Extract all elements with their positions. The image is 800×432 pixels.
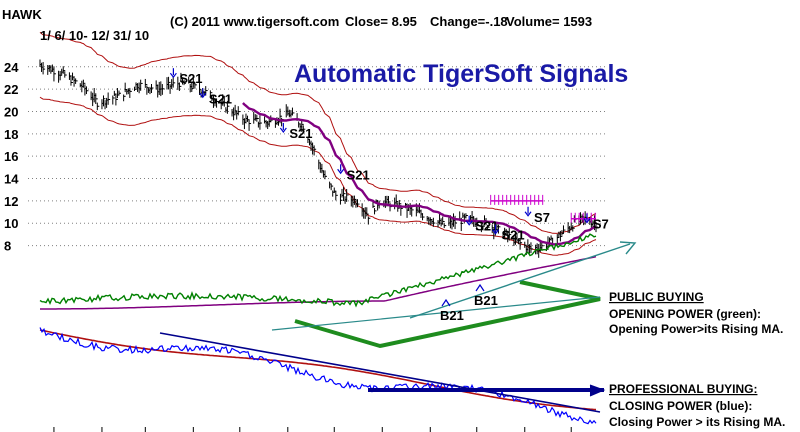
- closing-power-line: [39, 327, 597, 425]
- y-tick-label: 12: [4, 194, 18, 209]
- signal-arrowhead: [583, 218, 591, 224]
- professional-buying-line1: CLOSING POWER (blue):: [609, 399, 752, 413]
- public-buying-line1: OPENING POWER (green):: [609, 307, 761, 321]
- signal-arrowhead: [465, 220, 473, 226]
- buy-signal-arrow: [441, 298, 451, 307]
- signal-label: S21: [475, 219, 498, 234]
- public-buying-marker: [294, 280, 601, 349]
- buy-signal-label: B21: [474, 293, 498, 308]
- banner-title: Automatic TigerSoft Signals: [294, 60, 628, 88]
- y-tick-label: 10: [4, 216, 18, 231]
- y-tick-label: 20: [4, 104, 18, 119]
- professional-buying-arrowhead: [589, 384, 606, 397]
- signal-label: S21: [502, 228, 525, 243]
- closing-trendline: [159, 332, 601, 413]
- opening-power-ma: [40, 255, 597, 310]
- closing-power-ma: [39, 329, 597, 411]
- public-buying-line2: Opening Power>its Rising MA.: [609, 322, 783, 336]
- price-gridlines: [28, 66, 608, 247]
- y-tick-label: 24: [4, 60, 19, 75]
- moving-average-line: [242, 102, 597, 246]
- opening-power-line: [39, 233, 597, 308]
- signal-arrowhead: [199, 92, 207, 99]
- lower-band: [39, 96, 597, 256]
- price-trendline: [409, 243, 631, 319]
- signal-label: S7: [534, 210, 550, 225]
- signal-label: S21: [289, 126, 312, 141]
- public-buying-title: PUBLIC BUYING: [609, 290, 704, 304]
- power-indicators: [39, 233, 597, 425]
- buy-signal-label: B21: [440, 308, 464, 323]
- price-axis-ticks: 8 10 12 14 16 18 20 22 24: [4, 60, 19, 254]
- signal-label: S21: [347, 167, 370, 182]
- professional-buying-title: PROFESSIONAL BUYING:: [609, 382, 757, 396]
- signal-label: S21: [179, 71, 202, 86]
- price-bands: [39, 31, 597, 256]
- signal-arrowhead: [524, 211, 532, 217]
- signal-arrowhead: [337, 168, 345, 175]
- price-bars: [39, 59, 598, 258]
- date-ticks: [53, 427, 572, 432]
- signal-label: S21: [209, 91, 232, 106]
- sell-marks: [490, 194, 596, 223]
- signal-label: S7: [593, 216, 609, 231]
- moving-average: [242, 102, 597, 246]
- signals: S21 S21 S21 S21 S21 S21 S7 S7: [169, 68, 609, 243]
- price-trendline-arrowhead: [619, 241, 637, 255]
- change-label: Change=-.18: [430, 14, 508, 29]
- y-tick-label: 16: [4, 149, 18, 164]
- upper-band: [39, 31, 597, 234]
- ticker-label: HAWK: [2, 7, 42, 22]
- volume-label: Volume= 1593: [506, 14, 592, 29]
- opening-trendline: [271, 296, 601, 331]
- y-tick-label: 14: [4, 172, 19, 187]
- date-range-label: 1/ 6/ 10- 12/ 31/ 10: [40, 28, 149, 43]
- close-label: Close= 8.95: [345, 14, 417, 29]
- professional-buying-line2: Closing Power > its Rising MA.: [609, 415, 785, 429]
- annotation-lines: B21 B21: [159, 241, 637, 413]
- signal-arrowhead: [492, 229, 500, 235]
- copyright-label: (C) 2011 www.tigersoft.com: [170, 14, 339, 29]
- y-tick-label: 18: [4, 127, 18, 142]
- y-tick-label: 22: [4, 82, 18, 97]
- buy-signal-arrow: [475, 283, 485, 292]
- signal-arrowhead: [169, 72, 177, 79]
- signal-arrowhead: [279, 127, 287, 133]
- y-tick-label: 8: [4, 239, 11, 254]
